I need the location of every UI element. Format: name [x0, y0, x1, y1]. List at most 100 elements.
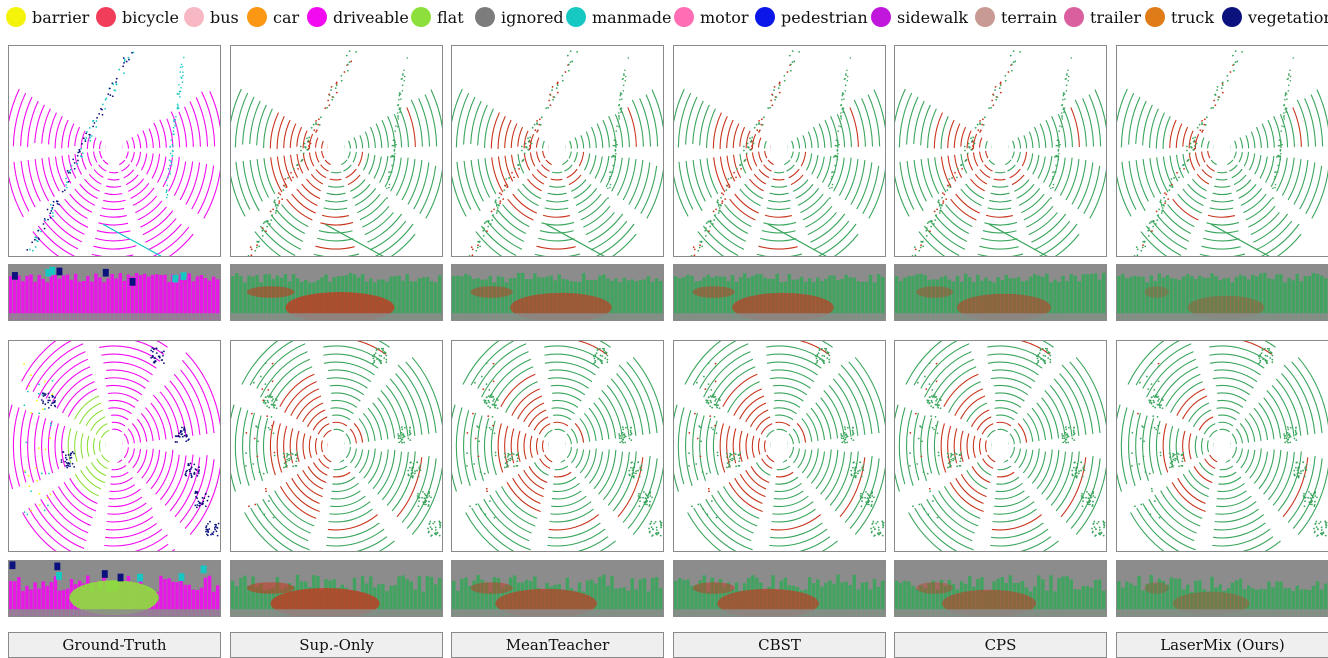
lidar-point: [504, 453, 506, 455]
lidar-point: [1140, 250, 1142, 252]
lidar-point: [639, 476, 641, 478]
scan-ring-segment: [955, 155, 962, 178]
lidar-point: [493, 363, 495, 365]
lidar-point: [1300, 472, 1302, 474]
scan-ring-segment: [767, 208, 791, 210]
lidar-point: [175, 123, 177, 125]
lidar-point: [843, 440, 845, 442]
scan-ring-segment: [94, 138, 96, 149]
lidar-point: [1233, 64, 1235, 66]
scan-ring-segment: [686, 97, 697, 145]
scan-ring-segment: [1217, 400, 1243, 407]
lidar-point: [292, 176, 294, 178]
scan-ring-segment: [540, 231, 574, 233]
lidar-point: [336, 84, 338, 86]
lidar-point: [660, 522, 662, 524]
lidar-point: [621, 98, 623, 100]
scan-ring-segment: [941, 157, 951, 188]
lidar-point: [631, 461, 633, 463]
scan-ring-segment: [392, 451, 415, 511]
scan-ring-segment: [1239, 184, 1256, 198]
scan-ring-segment: [154, 123, 160, 148]
lidar-point: [947, 185, 949, 187]
range-ground-band: [895, 609, 1106, 616]
scan-ring-segment: [464, 97, 475, 145]
ego-vehicle-gap: [770, 135, 788, 167]
lidar-point: [68, 454, 70, 456]
scan-ring-segment: [1136, 413, 1141, 480]
lidar-point: [982, 118, 984, 120]
lidar-point: [603, 350, 605, 352]
lidar-point: [726, 453, 728, 455]
lidar-point: [1099, 527, 1101, 529]
lidar-point: [26, 514, 28, 516]
lidar-point: [708, 490, 710, 492]
lidar-point: [861, 500, 863, 502]
lidar-point: [977, 129, 979, 131]
range-panel-bottom-sup-only: [230, 560, 443, 617]
lidar-point: [705, 235, 707, 237]
column-label-meanteacher: MeanTeacher: [451, 632, 664, 658]
scan-ring-segment: [980, 152, 983, 163]
range-object: [118, 574, 124, 582]
lidar-point: [917, 382, 919, 384]
lidar-point: [504, 185, 506, 187]
lidar-point: [1261, 352, 1263, 354]
lidar-point: [275, 212, 277, 214]
lidar-point: [610, 184, 612, 186]
lidar-point: [648, 528, 650, 530]
scan-ring-segment: [802, 450, 812, 473]
lidar-point: [1158, 363, 1160, 365]
scan-ring-segment: [602, 390, 622, 437]
lidar-point: [1151, 488, 1153, 490]
lidar-point: [619, 441, 621, 443]
lidar-point: [300, 146, 302, 148]
scan-ring-segment: [1061, 457, 1086, 516]
lidar-point: [52, 215, 54, 217]
lidar-point: [179, 91, 181, 93]
scan-ring-segment: [1128, 341, 1186, 384]
lidar-point: [715, 398, 717, 400]
lidar-point: [315, 120, 317, 122]
lidar-point: [562, 80, 564, 82]
lidar-point: [1284, 441, 1286, 443]
lidar-point: [653, 523, 655, 525]
lidar-point: [1092, 501, 1094, 503]
lidar-point: [964, 150, 966, 152]
scan-ring-segment: [1163, 157, 1173, 188]
scan-ring-segment: [603, 452, 622, 500]
lidar-point: [88, 134, 90, 136]
lidar-point: [526, 146, 528, 148]
lidar-point: [1310, 493, 1312, 495]
scan-ring-segment: [1218, 477, 1241, 484]
scan-ring-segment: [534, 462, 548, 475]
scan-ring-segment: [769, 341, 829, 354]
lidar-point: [1145, 508, 1147, 510]
scan-ring-segment: [1195, 436, 1197, 458]
lidar-point: [704, 388, 706, 390]
lidar-point: [878, 527, 880, 529]
lidar-point: [207, 523, 209, 525]
lidar-point: [638, 495, 640, 497]
lidar-point: [496, 210, 498, 212]
lidar-point: [1174, 454, 1176, 456]
scan-ring-segment: [740, 396, 764, 419]
lidar-point: [1162, 407, 1164, 409]
scan-ring-segment: [303, 131, 307, 149]
lidar-point: [769, 107, 771, 109]
scan-ring-segment: [1208, 440, 1209, 452]
lidar-point: [483, 235, 485, 237]
legend-item-driveable: driveable: [307, 5, 409, 29]
lidar-point: [607, 187, 609, 189]
scan-ring-segment: [406, 362, 436, 433]
lidar-point: [717, 455, 719, 457]
lidar-point: [623, 73, 625, 75]
lidar-point: [792, 61, 794, 63]
lidar-point: [278, 192, 280, 194]
scan-ring-segment: [297, 154, 303, 173]
scan-ring-segment: [821, 450, 838, 494]
scan-ring-segment: [1200, 254, 1245, 256]
scan-ring-segment: [554, 422, 568, 426]
scan-ring-segment: [280, 374, 314, 406]
lidar-point: [1062, 435, 1064, 437]
